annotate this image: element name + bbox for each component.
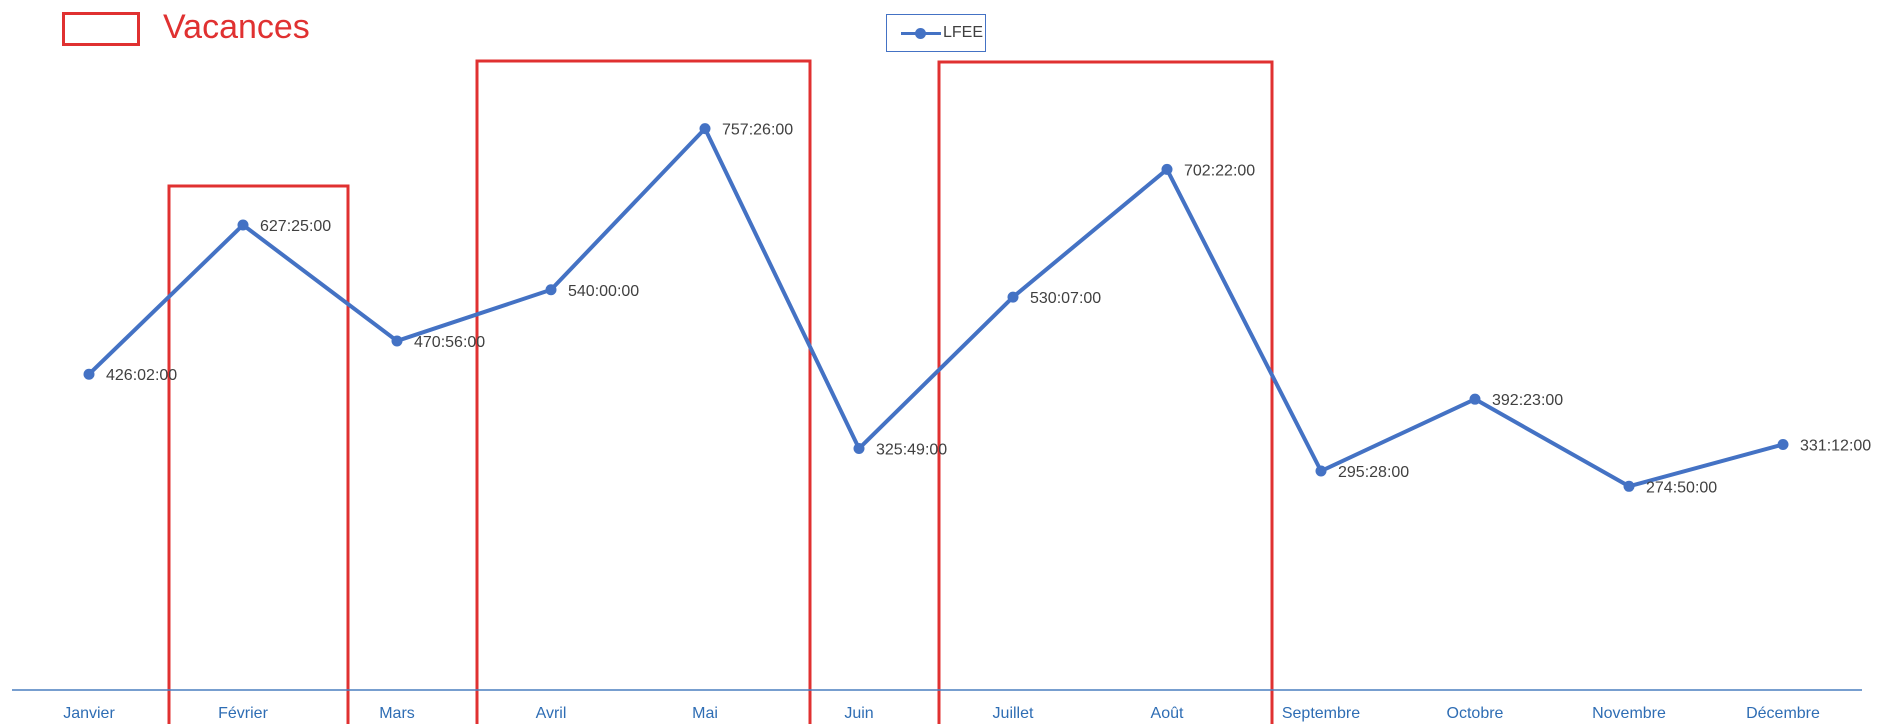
category-label-4: Mai: [692, 705, 718, 722]
category-label-8: Septembre: [1282, 705, 1360, 722]
category-label-2: Mars: [379, 705, 415, 722]
data-label-9: 392:23:00: [1492, 392, 1563, 409]
data-point-1: [237, 219, 249, 231]
highlight-box-1: [167, 184, 350, 724]
data-label-11: 331:12:00: [1800, 438, 1871, 455]
data-label-10: 274:50:00: [1646, 479, 1717, 496]
category-label-1: Février: [218, 705, 268, 722]
category-label-7: Août: [1151, 705, 1184, 722]
category-label-6: Juillet: [993, 705, 1034, 722]
series-line-lfee: [87, 126, 1784, 489]
data-point-2: [391, 335, 403, 347]
data-point-0: [83, 368, 95, 380]
data-label-4: 757:26:00: [722, 122, 793, 139]
data-label-1: 627:25:00: [260, 218, 331, 235]
data-label-6: 530:07:00: [1030, 290, 1101, 307]
data-point-10: [1623, 480, 1635, 492]
data-label-2: 470:56:00: [414, 334, 485, 351]
vacances-legend-swatch: [62, 12, 140, 46]
vacances-legend-label: Vacances: [163, 8, 310, 46]
data-point-5: [853, 443, 865, 455]
data-labels: 426:02:00 627:25:00 470:56:00 540:00:00 757:…: [106, 122, 1871, 497]
data-label-5: 325:49:00: [876, 442, 947, 459]
legend-label-lfee: LFEE: [943, 24, 984, 41]
category-labels: Janvier Février Mars Avril Mai Juin Juillet Aoû…: [63, 705, 1820, 722]
data-point-9: [1469, 393, 1481, 405]
category-label-0: Janvier: [63, 705, 115, 722]
vacation-highlights: [167, 59, 1274, 724]
data-point-3: [545, 284, 557, 296]
legend: LFEE: [886, 14, 986, 52]
data-point-6: [1007, 291, 1019, 303]
data-point-7: [1161, 163, 1173, 175]
data-point-4: [699, 123, 711, 135]
category-label-11: Décembre: [1746, 705, 1820, 722]
data-label-8: 295:28:00: [1338, 464, 1409, 481]
highlight-box-2: [475, 59, 812, 724]
data-label-0: 426:02:00: [106, 367, 177, 384]
legend-swatch-lfee: [901, 28, 941, 39]
category-label-5: Juin: [844, 705, 873, 722]
data-label-7: 702:22:00: [1184, 162, 1255, 179]
category-label-3: Avril: [536, 705, 567, 722]
highlight-box-3: [937, 60, 1274, 724]
data-point-11: [1777, 439, 1789, 451]
data-points: [83, 123, 1789, 492]
category-label-9: Octobre: [1447, 705, 1504, 722]
data-label-3: 540:00:00: [568, 283, 639, 300]
data-point-8: [1315, 465, 1327, 477]
category-label-10: Novembre: [1592, 705, 1666, 722]
